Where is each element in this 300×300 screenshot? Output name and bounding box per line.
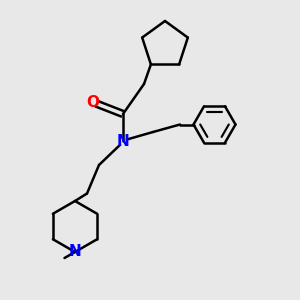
Text: N: N — [69, 244, 81, 260]
Text: O: O — [86, 95, 99, 110]
Text: N: N — [117, 134, 129, 148]
